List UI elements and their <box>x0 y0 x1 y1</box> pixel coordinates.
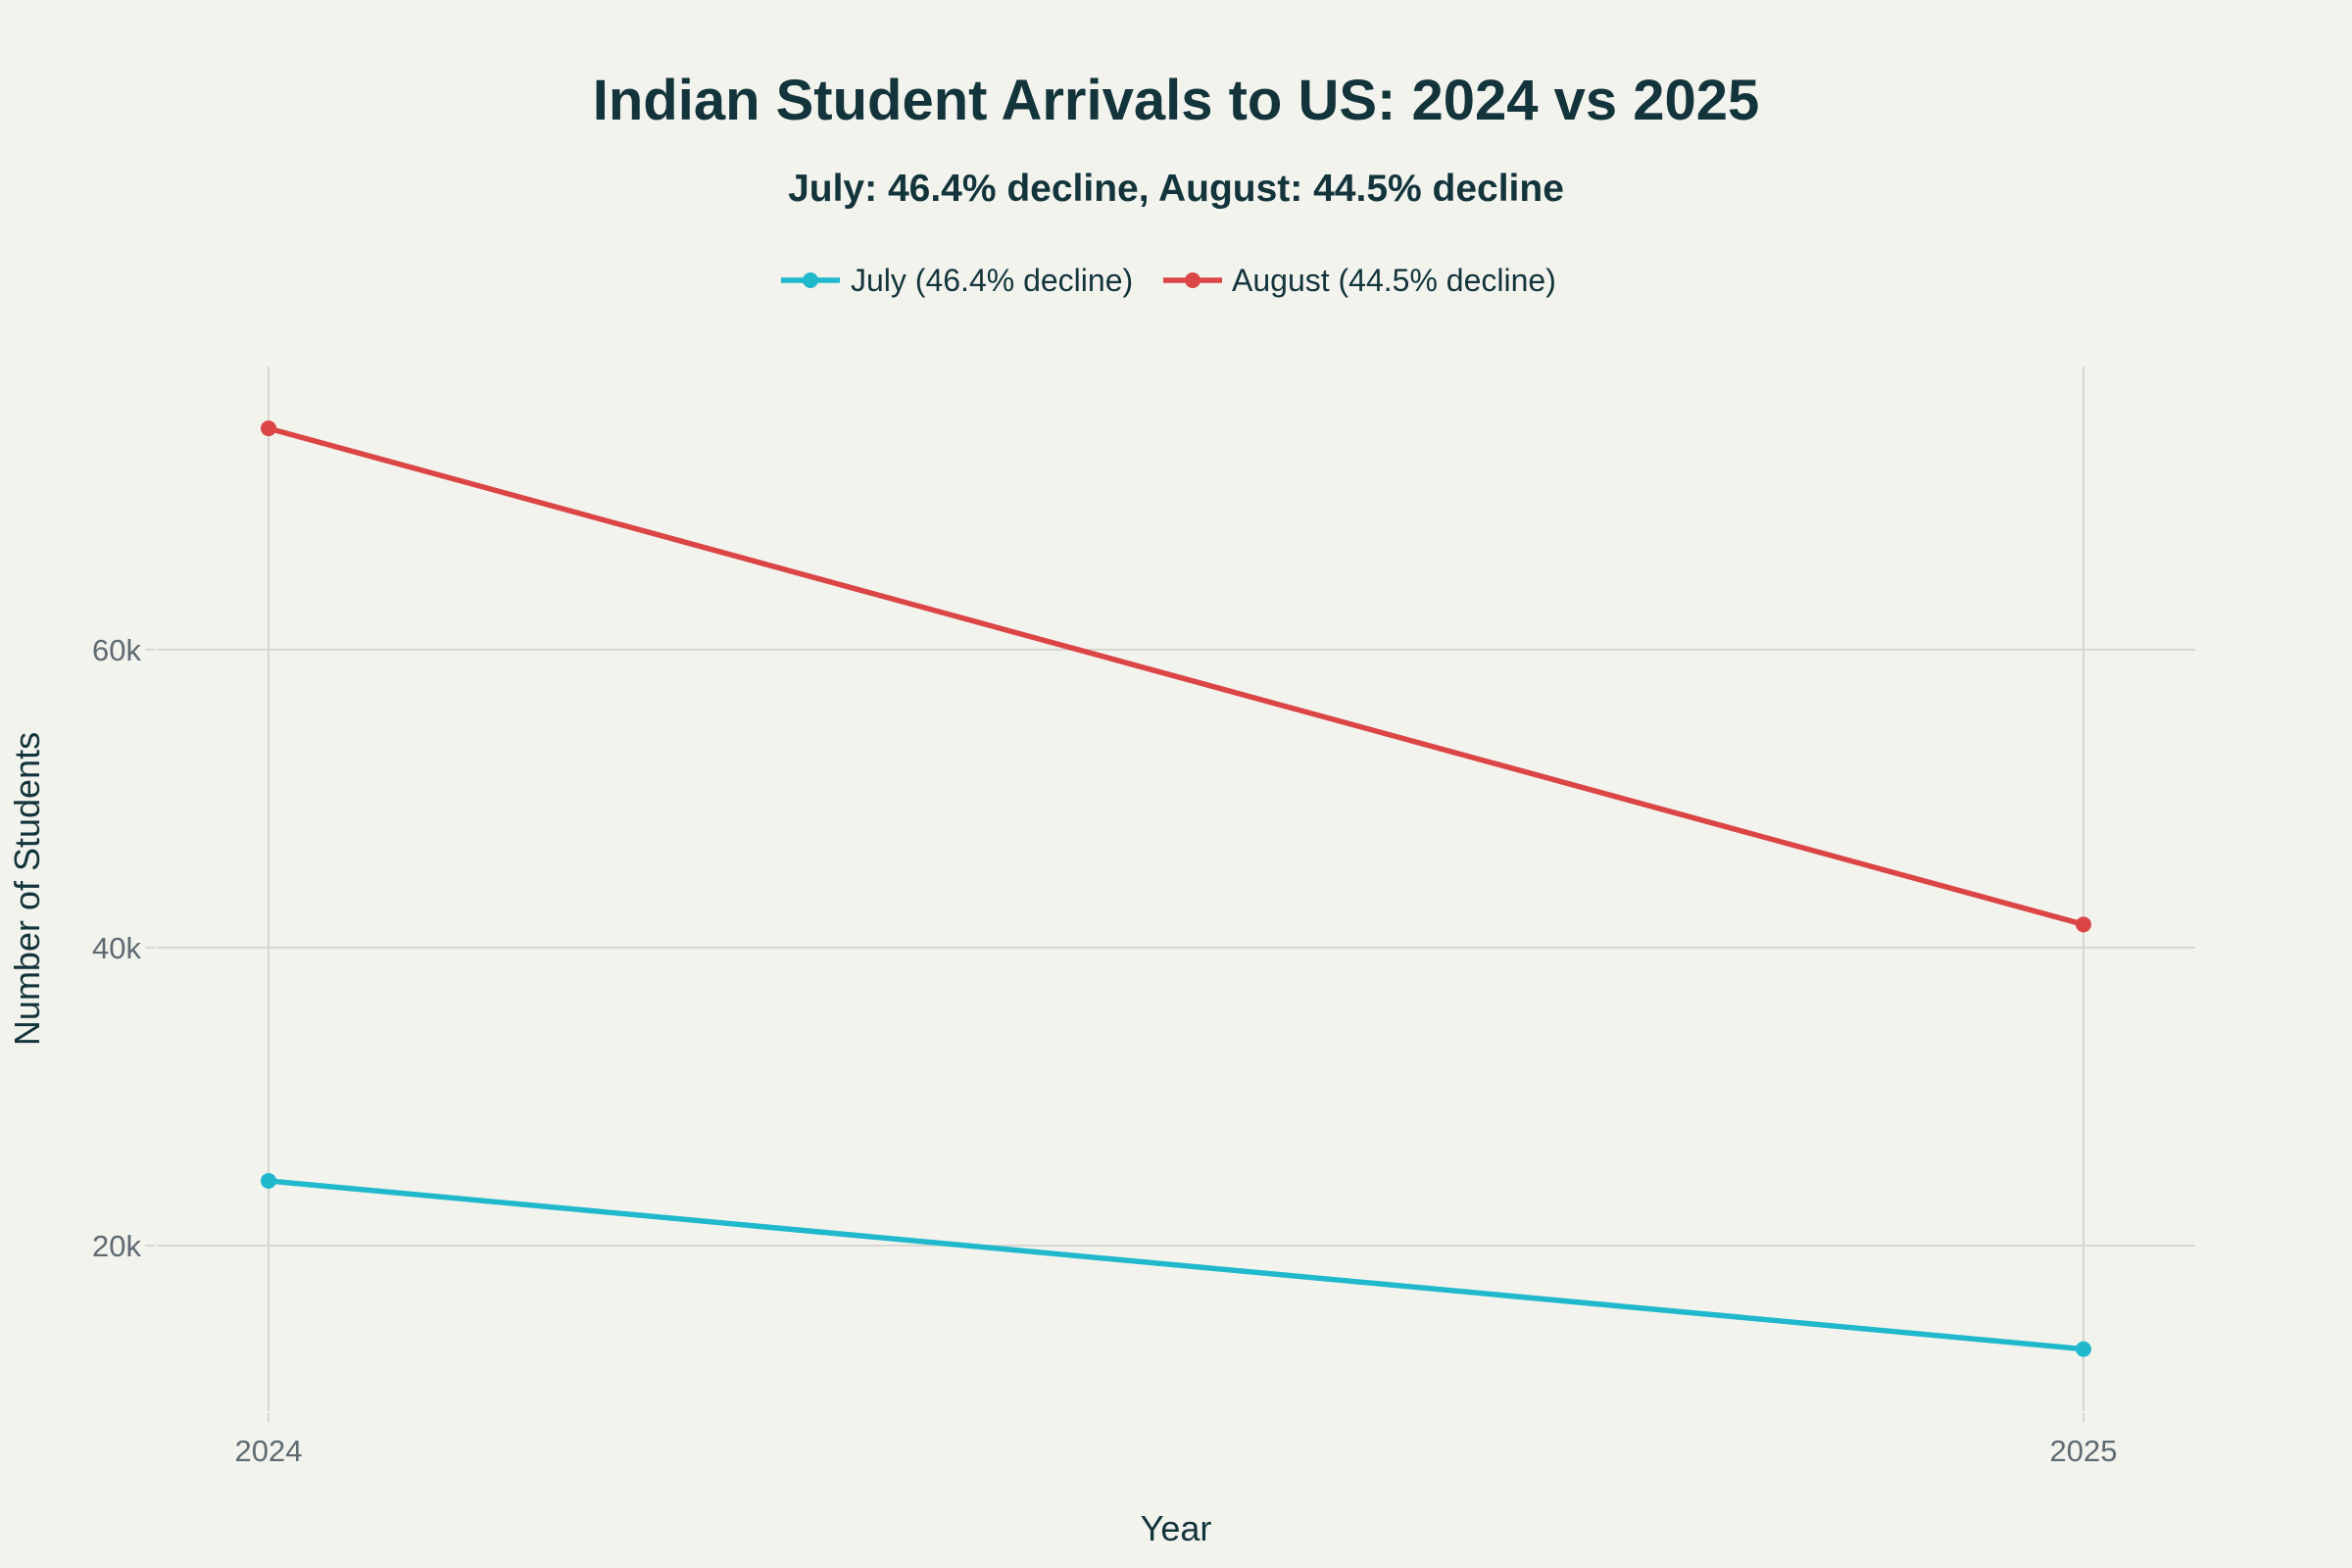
series-line-august <box>266 425 2086 928</box>
x-axis: 2024 2025 <box>235 1413 2118 1468</box>
data-point-july-2024 <box>261 1172 276 1189</box>
gridlines <box>157 367 2195 1411</box>
series-line-july <box>266 1178 2086 1352</box>
y-tick-label: 40k <box>92 931 141 965</box>
y-tick-label: 20k <box>92 1229 141 1263</box>
data-point-july-2025 <box>2076 1341 2091 1357</box>
x-tick-label: 2025 <box>2050 1434 2118 1468</box>
legend-item-july[interactable]: July (46.4% decline) <box>781 263 1133 298</box>
series-layer <box>261 420 2091 1357</box>
y-tick-label: 60k <box>92 633 141 667</box>
y-axis-title: Number of Students <box>7 732 47 1046</box>
x-axis-title: Year <box>1141 1508 1212 1548</box>
legend-label: July (46.4% decline) <box>851 263 1133 298</box>
legend-item-august[interactable]: August (44.5% decline) <box>1163 263 1556 298</box>
legend-marker-icon <box>803 272 818 288</box>
data-point-august-2025 <box>2076 916 2091 933</box>
y-axis: 20k 40k 60k <box>92 633 155 1263</box>
legend: July (46.4% decline) August (44.5% declin… <box>781 263 1556 298</box>
legend-marker-icon <box>1185 272 1200 288</box>
x-tick-label: 2024 <box>235 1434 303 1468</box>
legend-label: August (44.5% decline) <box>1232 263 1556 298</box>
chart-subtitle: July: 46.4% decline, August: 44.5% decli… <box>788 168 1564 210</box>
data-point-august-2024 <box>261 420 276 437</box>
chart-title: Indian Student Arrivals to US: 2024 vs 2… <box>593 69 1760 132</box>
